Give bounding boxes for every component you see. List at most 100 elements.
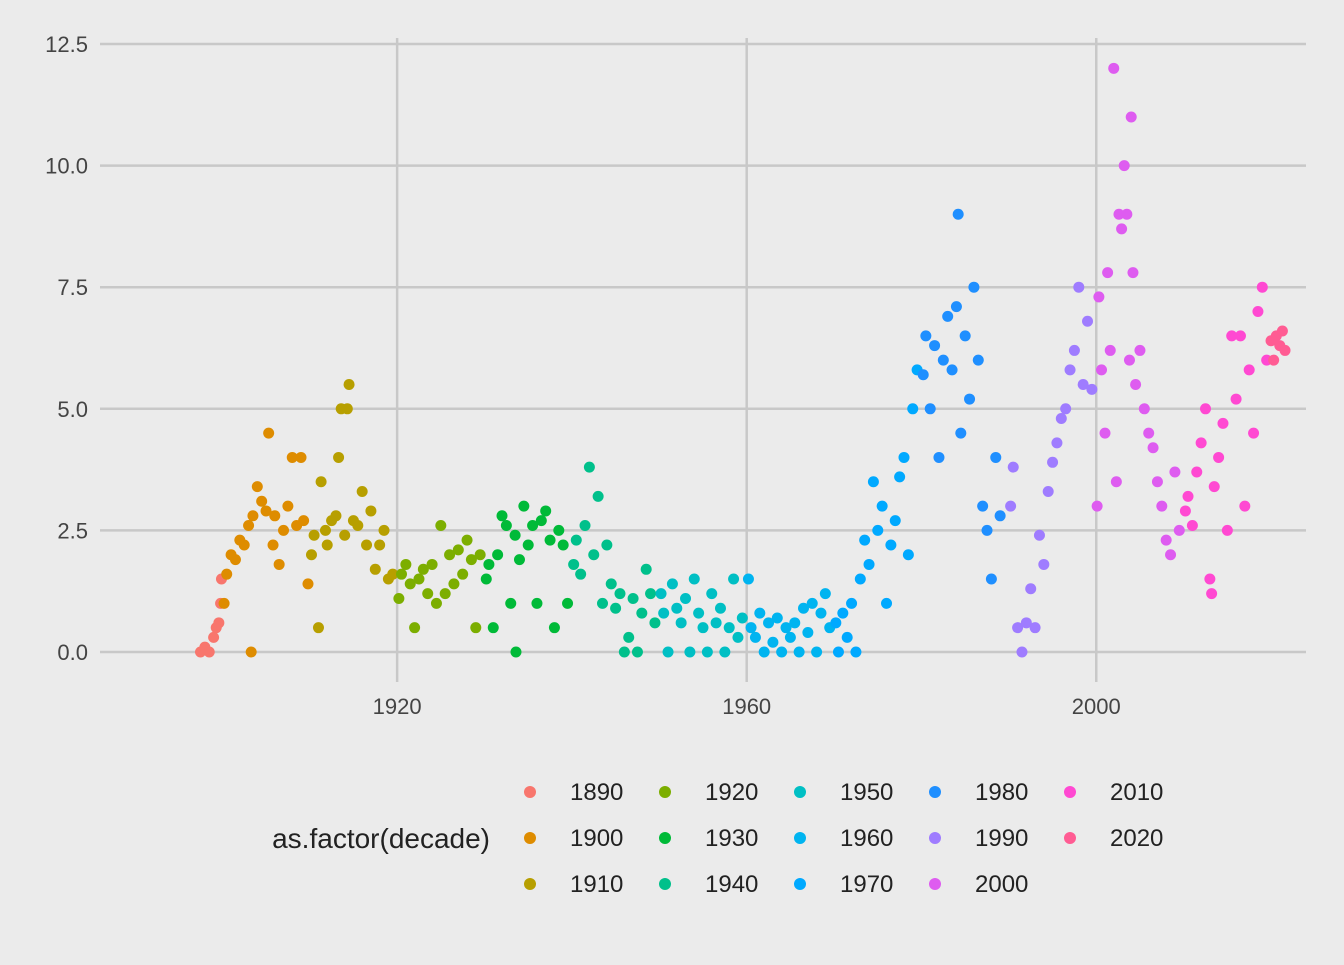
data-point: [1121, 208, 1133, 220]
data-point: [1169, 466, 1181, 478]
data-point: [245, 646, 257, 658]
data-point: [298, 515, 310, 527]
data-point: [263, 427, 275, 439]
data-point: [937, 354, 949, 366]
data-point: [1073, 281, 1085, 293]
data-point: [286, 451, 298, 463]
legend-label-1950: 1950: [840, 779, 893, 806]
series-1980: [917, 208, 1006, 585]
data-point: [251, 481, 263, 493]
data-point: [302, 578, 314, 590]
data-point: [749, 631, 761, 643]
data-point: [736, 612, 748, 624]
legend-key-1970: [794, 878, 806, 890]
data-point: [605, 578, 617, 590]
data-point: [588, 549, 600, 561]
data-point: [859, 534, 871, 546]
series-1970: [830, 364, 923, 658]
series-1950: [655, 573, 748, 658]
data-point: [356, 485, 368, 497]
data-point: [802, 627, 814, 639]
data-point: [480, 573, 492, 585]
data-point: [527, 520, 539, 532]
data-point: [946, 364, 958, 376]
series-1990: [1005, 281, 1098, 658]
data-point: [1108, 62, 1120, 74]
data-point: [854, 573, 866, 585]
data-point: [942, 310, 954, 322]
data-point: [496, 510, 508, 522]
data-point: [474, 549, 486, 561]
data-point: [658, 607, 670, 619]
data-point: [361, 539, 373, 551]
data-point: [780, 622, 792, 634]
data-point: [295, 451, 307, 463]
data-point: [1151, 476, 1163, 488]
data-point: [518, 500, 530, 512]
data-point: [1173, 524, 1185, 536]
data-point: [701, 646, 713, 658]
data-point: [832, 646, 844, 658]
data-point: [282, 500, 294, 512]
data-point: [981, 524, 993, 536]
y-tick-label: 0.0: [57, 640, 88, 665]
data-point: [1042, 485, 1054, 497]
data-point: [972, 354, 984, 366]
data-point: [959, 330, 971, 342]
data-point: [1165, 549, 1177, 561]
data-point: [1113, 208, 1125, 220]
data-point: [343, 378, 355, 390]
x-tick-label: 2000: [1072, 694, 1121, 719]
data-point: [435, 520, 447, 532]
data-point: [1012, 622, 1024, 634]
data-point: [1268, 354, 1280, 366]
data-point: [1182, 490, 1194, 502]
legend-key-2010: [1064, 786, 1076, 798]
data-point: [640, 563, 652, 575]
data-point: [315, 476, 327, 488]
data-point: [697, 622, 709, 634]
data-point: [815, 607, 827, 619]
data-point: [867, 476, 879, 488]
data-point: [1102, 267, 1114, 279]
data-point: [714, 602, 726, 614]
legend-key-1910: [524, 878, 536, 890]
x-axis-ticks: 1920 1960 2000: [373, 694, 1121, 719]
data-point: [444, 549, 456, 561]
data-point: [1020, 617, 1032, 629]
data-point: [1248, 427, 1260, 439]
series-1900: [218, 427, 314, 658]
data-point: [952, 208, 964, 220]
data-point: [1186, 520, 1198, 532]
data-point: [1033, 529, 1045, 541]
data-point: [1143, 427, 1155, 439]
data-point: [1204, 573, 1216, 585]
legend-key-1930: [659, 832, 671, 844]
data-point: [448, 578, 460, 590]
data-point: [1125, 111, 1137, 123]
series-1910: [305, 378, 399, 634]
data-point: [1195, 437, 1207, 449]
legend-label-1960: 1960: [840, 825, 893, 852]
data-point: [793, 646, 805, 658]
data-point: [1276, 325, 1288, 337]
data-point: [1127, 267, 1139, 279]
data-point: [413, 573, 425, 585]
data-point: [312, 622, 324, 634]
data-point: [330, 510, 342, 522]
legend-label-1940: 1940: [705, 871, 758, 898]
data-point: [889, 515, 901, 527]
data-point: [333, 451, 345, 463]
data-point: [548, 622, 560, 634]
data-point: [955, 427, 967, 439]
legend-title: as.factor(decade): [272, 823, 490, 854]
data-point: [531, 597, 543, 609]
data-point: [510, 646, 522, 658]
data-point: [710, 617, 722, 629]
data-point: [509, 529, 521, 541]
data-point: [846, 597, 858, 609]
data-point: [341, 403, 353, 415]
data-point: [1213, 451, 1225, 463]
series-1940: [568, 461, 661, 658]
y-tick-label: 7.5: [57, 275, 88, 300]
